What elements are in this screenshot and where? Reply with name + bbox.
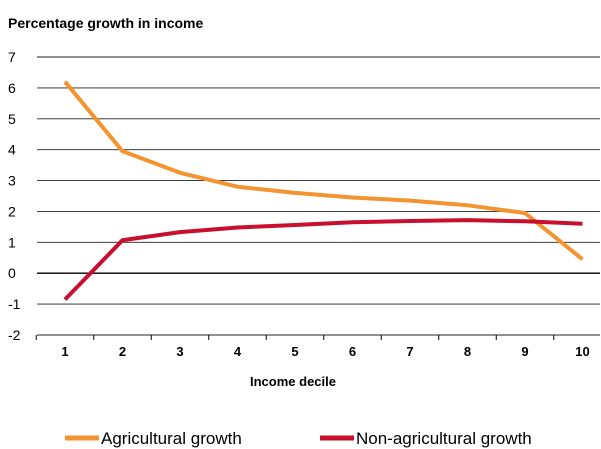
x-tick-label: 6: [349, 344, 356, 359]
y-tick-label: 7: [8, 49, 16, 65]
y-tick-label: -1: [8, 296, 21, 312]
x-tick-label: 1: [61, 344, 68, 359]
x-axis-label: Income decile: [250, 374, 336, 389]
y-tick-label: 4: [8, 142, 16, 158]
x-tick-label: 8: [464, 344, 471, 359]
series-line-1: [63, 80, 584, 261]
legend-label: Agricultural growth: [101, 429, 242, 448]
x-tick-label: 10: [575, 344, 589, 359]
x-tick-label: 4: [234, 344, 242, 359]
y-tick-label: 1: [8, 234, 16, 250]
x-axis-ticks: 1 2 3 4 5 6 7 8 9 10: [61, 344, 589, 359]
x-axis: [35, 272, 600, 340]
grid-lines: [37, 56, 600, 336]
legend-label: Non-agricultural growth: [356, 429, 532, 448]
y-axis-ticks: -2 -1 0 1 2 3 4 5 6 7: [8, 49, 21, 343]
x-tick-label: 9: [521, 344, 528, 359]
legend: Agricultural growth Non-agricultural grow…: [65, 429, 532, 448]
y-tick-label: -2: [8, 327, 21, 343]
series-line-2: [63, 218, 583, 301]
y-tick-label: 2: [8, 203, 16, 219]
y-tick-label: 6: [8, 80, 16, 96]
x-tick-label: 5: [291, 344, 298, 359]
y-tick-label: 0: [8, 265, 16, 281]
x-tick-label: 7: [406, 344, 413, 359]
series-lines: [63, 80, 584, 301]
y-tick-label: 3: [8, 173, 16, 189]
chart-title: Percentage growth in income: [8, 15, 203, 31]
x-tick-label: 2: [119, 344, 126, 359]
y-tick-label: 5: [8, 111, 16, 127]
x-tick-label: 3: [176, 344, 183, 359]
